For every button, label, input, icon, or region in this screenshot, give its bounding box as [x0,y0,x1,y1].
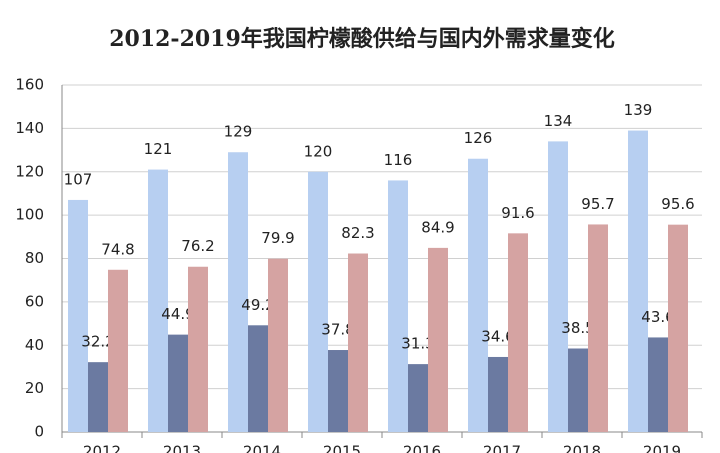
data-label: 38.5 [561,319,594,337]
data-label: 31.3 [401,335,434,353]
bar [428,247,448,432]
y-tick-label: 20 [25,379,44,397]
data-label: 32.2 [81,333,114,351]
bar [68,199,88,432]
y-tick-label: 120 [15,162,44,180]
x-tick-label: 2016 [403,443,441,453]
data-label: 120 [304,142,333,160]
bar [388,180,408,432]
data-label: 95.7 [581,195,614,213]
data-label: 84.9 [421,218,454,236]
bar [88,362,108,432]
bar [488,356,508,432]
y-tick-label: 80 [25,249,44,267]
x-tick-label: 2015 [323,443,361,453]
x-tick-label: 2018 [563,443,601,453]
bar [468,158,488,433]
x-tick-label: 2012 [83,443,121,453]
x-tick-label: 2017 [483,443,521,453]
bar [588,224,608,432]
bar [308,171,328,432]
bar [668,224,688,432]
bar [268,258,288,432]
bar [328,350,348,432]
data-label: 95.6 [661,195,694,213]
bar [148,169,168,433]
data-label: 74.8 [101,240,134,258]
y-tick-label: 100 [15,206,44,224]
bar [648,337,668,432]
data-label: 34.6 [481,327,514,345]
data-label: 49.2 [241,296,274,314]
bar [248,325,268,432]
y-tick-label: 40 [25,336,44,354]
data-label: 121 [144,140,173,158]
x-tick-label: 2019 [643,443,681,453]
data-label: 116 [384,151,413,169]
data-label: 134 [544,112,573,130]
bar [168,334,188,432]
bar [408,364,428,432]
data-label: 82.3 [341,224,374,242]
chart-title: 2012-2019年我国柠檬酸供给与国内外需求量变化 [109,26,615,52]
data-label: 126 [464,129,493,147]
bar [228,152,248,432]
x-tick-label: 2014 [243,443,281,453]
y-tick-label: 60 [25,292,44,310]
data-label: 139 [624,101,653,119]
y-tick-label: 0 [34,423,44,441]
data-label: 43.6 [641,308,674,326]
bar [508,233,528,432]
data-label: 129 [224,123,253,141]
bar [188,266,208,432]
data-label: 44.9 [161,305,194,323]
x-tick-label: 2013 [163,443,201,453]
data-label: 91.6 [501,204,534,222]
bar [568,348,588,432]
y-tick-label: 140 [15,119,44,137]
y-tick-label: 160 [15,76,44,94]
data-label: 79.9 [261,229,294,247]
bar [108,269,128,432]
bar [348,253,368,432]
bar [548,141,568,432]
data-label: 76.2 [181,237,214,255]
data-label: 37.8 [321,321,354,339]
bar [628,130,648,432]
data-label: 107 [64,170,93,188]
